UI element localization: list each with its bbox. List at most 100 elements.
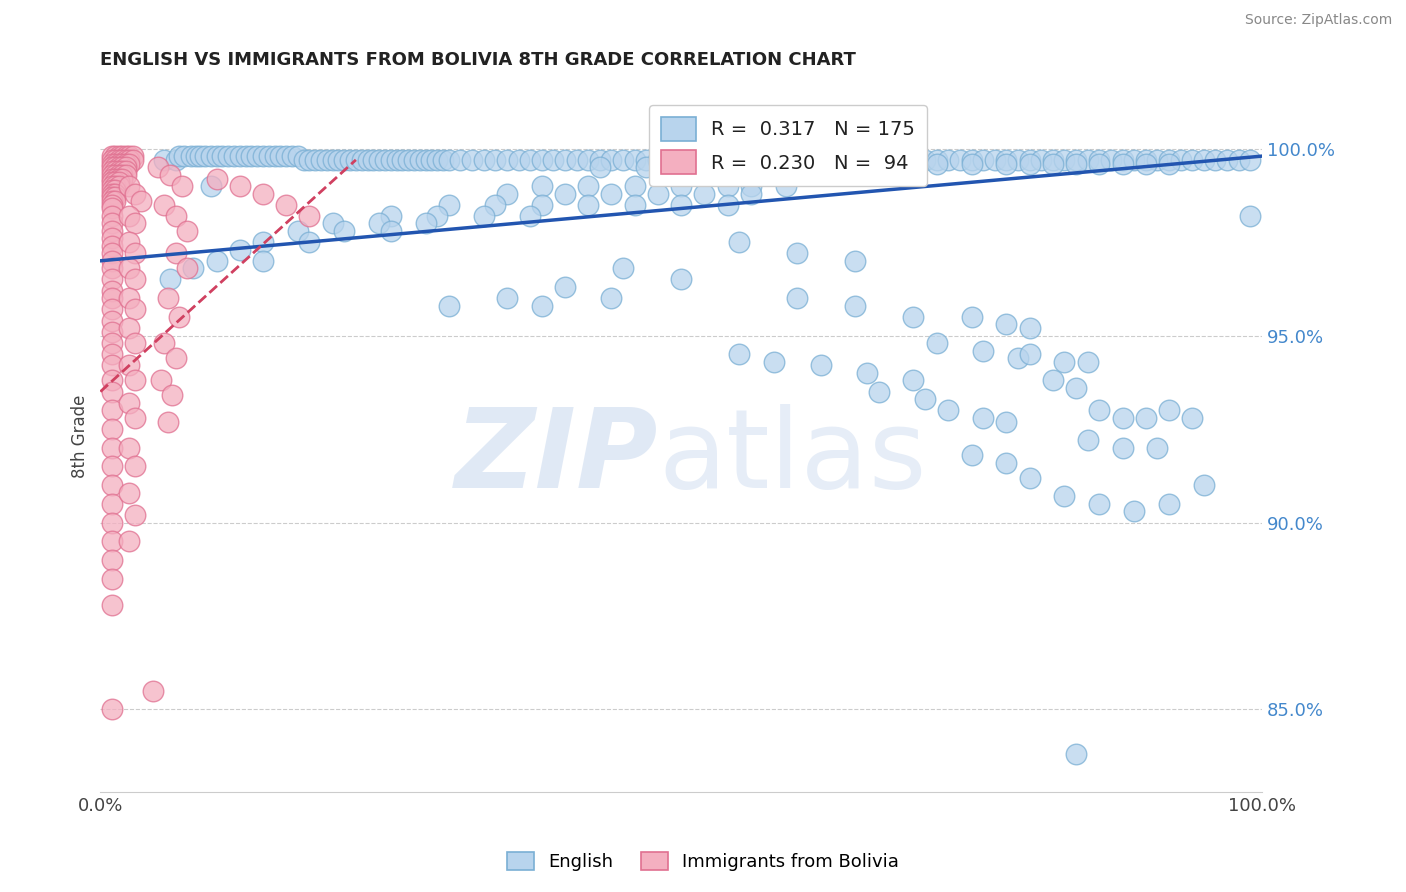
Point bbox=[173, 149, 195, 163]
Point bbox=[1053, 489, 1076, 503]
Point bbox=[101, 194, 124, 208]
Point bbox=[925, 153, 948, 167]
Point bbox=[153, 336, 176, 351]
Point bbox=[104, 161, 127, 175]
Point bbox=[269, 149, 291, 163]
Point bbox=[101, 186, 124, 201]
Point bbox=[844, 253, 866, 268]
Point bbox=[101, 156, 124, 170]
Point bbox=[995, 415, 1018, 429]
Point bbox=[184, 149, 207, 163]
Point bbox=[461, 153, 484, 167]
Point bbox=[156, 415, 179, 429]
Point bbox=[1077, 153, 1099, 167]
Point bbox=[623, 153, 645, 167]
Point bbox=[936, 403, 959, 417]
Point bbox=[576, 153, 599, 167]
Point bbox=[101, 231, 124, 245]
Point bbox=[101, 516, 124, 530]
Point bbox=[229, 243, 252, 257]
Point bbox=[129, 194, 152, 208]
Point bbox=[972, 153, 994, 167]
Point bbox=[108, 156, 131, 170]
Point bbox=[101, 175, 124, 189]
Point bbox=[118, 485, 141, 500]
Point bbox=[159, 272, 181, 286]
Point bbox=[420, 153, 443, 167]
Point bbox=[374, 153, 396, 167]
Point bbox=[728, 156, 751, 170]
Point bbox=[1007, 351, 1029, 365]
Point bbox=[118, 441, 141, 455]
Point bbox=[960, 156, 983, 170]
Point bbox=[176, 261, 198, 276]
Point bbox=[118, 179, 141, 194]
Point bbox=[101, 302, 124, 317]
Point bbox=[111, 171, 134, 186]
Point bbox=[995, 456, 1018, 470]
Point bbox=[104, 175, 127, 189]
Point bbox=[101, 202, 124, 216]
Point bbox=[292, 153, 315, 167]
Point bbox=[530, 179, 553, 194]
Point bbox=[786, 153, 808, 167]
Point bbox=[565, 153, 588, 167]
Point bbox=[101, 403, 124, 417]
Point bbox=[810, 156, 832, 170]
Text: Source: ZipAtlas.com: Source: ZipAtlas.com bbox=[1244, 13, 1392, 28]
Point bbox=[200, 149, 222, 163]
Point bbox=[108, 161, 131, 175]
Point bbox=[104, 190, 127, 204]
Point bbox=[115, 161, 138, 175]
Point bbox=[716, 198, 738, 212]
Point bbox=[1123, 504, 1146, 518]
Point bbox=[101, 161, 124, 175]
Point bbox=[1239, 209, 1261, 223]
Point bbox=[960, 448, 983, 462]
Point bbox=[1042, 153, 1064, 167]
Point bbox=[101, 246, 124, 260]
Point bbox=[101, 261, 124, 276]
Point bbox=[111, 156, 134, 170]
Point bbox=[115, 164, 138, 178]
Point bbox=[821, 153, 844, 167]
Point bbox=[104, 149, 127, 163]
Point bbox=[600, 186, 623, 201]
Point bbox=[1157, 497, 1180, 511]
Point bbox=[153, 198, 176, 212]
Point bbox=[868, 153, 890, 167]
Legend: R =  0.317   N = 175, R =  0.230   N =  94: R = 0.317 N = 175, R = 0.230 N = 94 bbox=[650, 105, 927, 186]
Point bbox=[1157, 153, 1180, 167]
Point bbox=[426, 209, 449, 223]
Point bbox=[960, 310, 983, 324]
Point bbox=[775, 153, 797, 167]
Point bbox=[658, 153, 681, 167]
Point bbox=[936, 153, 959, 167]
Point bbox=[101, 216, 124, 230]
Point bbox=[1181, 153, 1204, 167]
Point bbox=[903, 156, 925, 170]
Point bbox=[205, 171, 228, 186]
Point bbox=[763, 355, 786, 369]
Point bbox=[530, 198, 553, 212]
Point bbox=[101, 239, 124, 253]
Point bbox=[115, 153, 138, 167]
Point bbox=[229, 149, 252, 163]
Point bbox=[169, 310, 191, 324]
Point bbox=[1031, 153, 1053, 167]
Point bbox=[356, 153, 378, 167]
Point bbox=[1111, 441, 1133, 455]
Point bbox=[868, 384, 890, 399]
Point bbox=[751, 161, 773, 175]
Text: ZIP: ZIP bbox=[454, 404, 658, 511]
Point bbox=[165, 209, 187, 223]
Point bbox=[437, 153, 460, 167]
Point bbox=[101, 149, 124, 163]
Text: ENGLISH VS IMMIGRANTS FROM BOLIVIA 8TH GRADE CORRELATION CHART: ENGLISH VS IMMIGRANTS FROM BOLIVIA 8TH G… bbox=[100, 51, 856, 69]
Point bbox=[1077, 434, 1099, 448]
Point bbox=[205, 253, 228, 268]
Point bbox=[856, 156, 879, 170]
Point bbox=[124, 336, 146, 351]
Point bbox=[612, 153, 634, 167]
Point bbox=[124, 459, 146, 474]
